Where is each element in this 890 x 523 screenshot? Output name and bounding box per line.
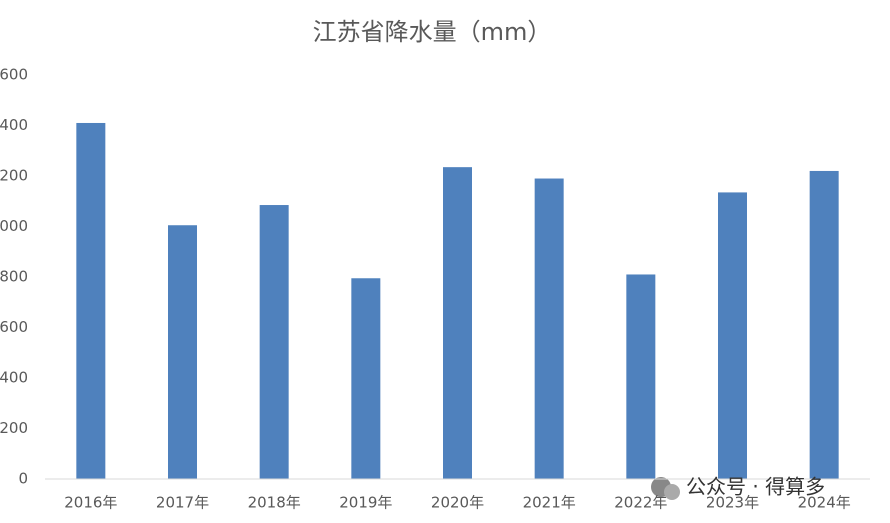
y-tick-label: 800 (0, 268, 28, 286)
bar (809, 170, 839, 479)
y-tick-label: 600 (0, 318, 28, 336)
y-tick-label: 0 (18, 470, 28, 488)
y-tick-label: 1000 (0, 217, 28, 235)
x-tick-label: 2024年 (798, 494, 851, 512)
y-tick-label: 200 (0, 419, 28, 437)
y-tick-label: 400 (0, 369, 28, 387)
x-tick-label: 2021年 (523, 494, 576, 512)
x-tick-label: 2019年 (339, 494, 392, 512)
x-tick-label: 2023年 (706, 494, 759, 512)
watermark-icon-bubble (664, 484, 680, 500)
x-tick-label: 2022年 (614, 494, 667, 512)
y-tick-label: 1600 (0, 66, 28, 84)
x-tick-label: 2017年 (156, 494, 209, 512)
bar (351, 278, 381, 479)
bar (626, 274, 656, 479)
x-tick-label: 2020年 (431, 494, 484, 512)
bar (718, 192, 747, 479)
bar (259, 205, 289, 479)
x-tick-label: 2016年 (64, 494, 117, 512)
chart-title: 江苏省降水量（mm） (313, 18, 552, 46)
watermark: 公众号 · 得算多 (686, 475, 825, 499)
bar (168, 225, 197, 479)
y-tick-label: 1200 (0, 167, 28, 185)
watermark-icon (651, 477, 680, 500)
bar (443, 167, 472, 479)
x-tick-label: 2018年 (248, 494, 301, 512)
bar (534, 178, 564, 479)
bar (76, 122, 106, 479)
y-tick-label: 1400 (0, 116, 28, 134)
